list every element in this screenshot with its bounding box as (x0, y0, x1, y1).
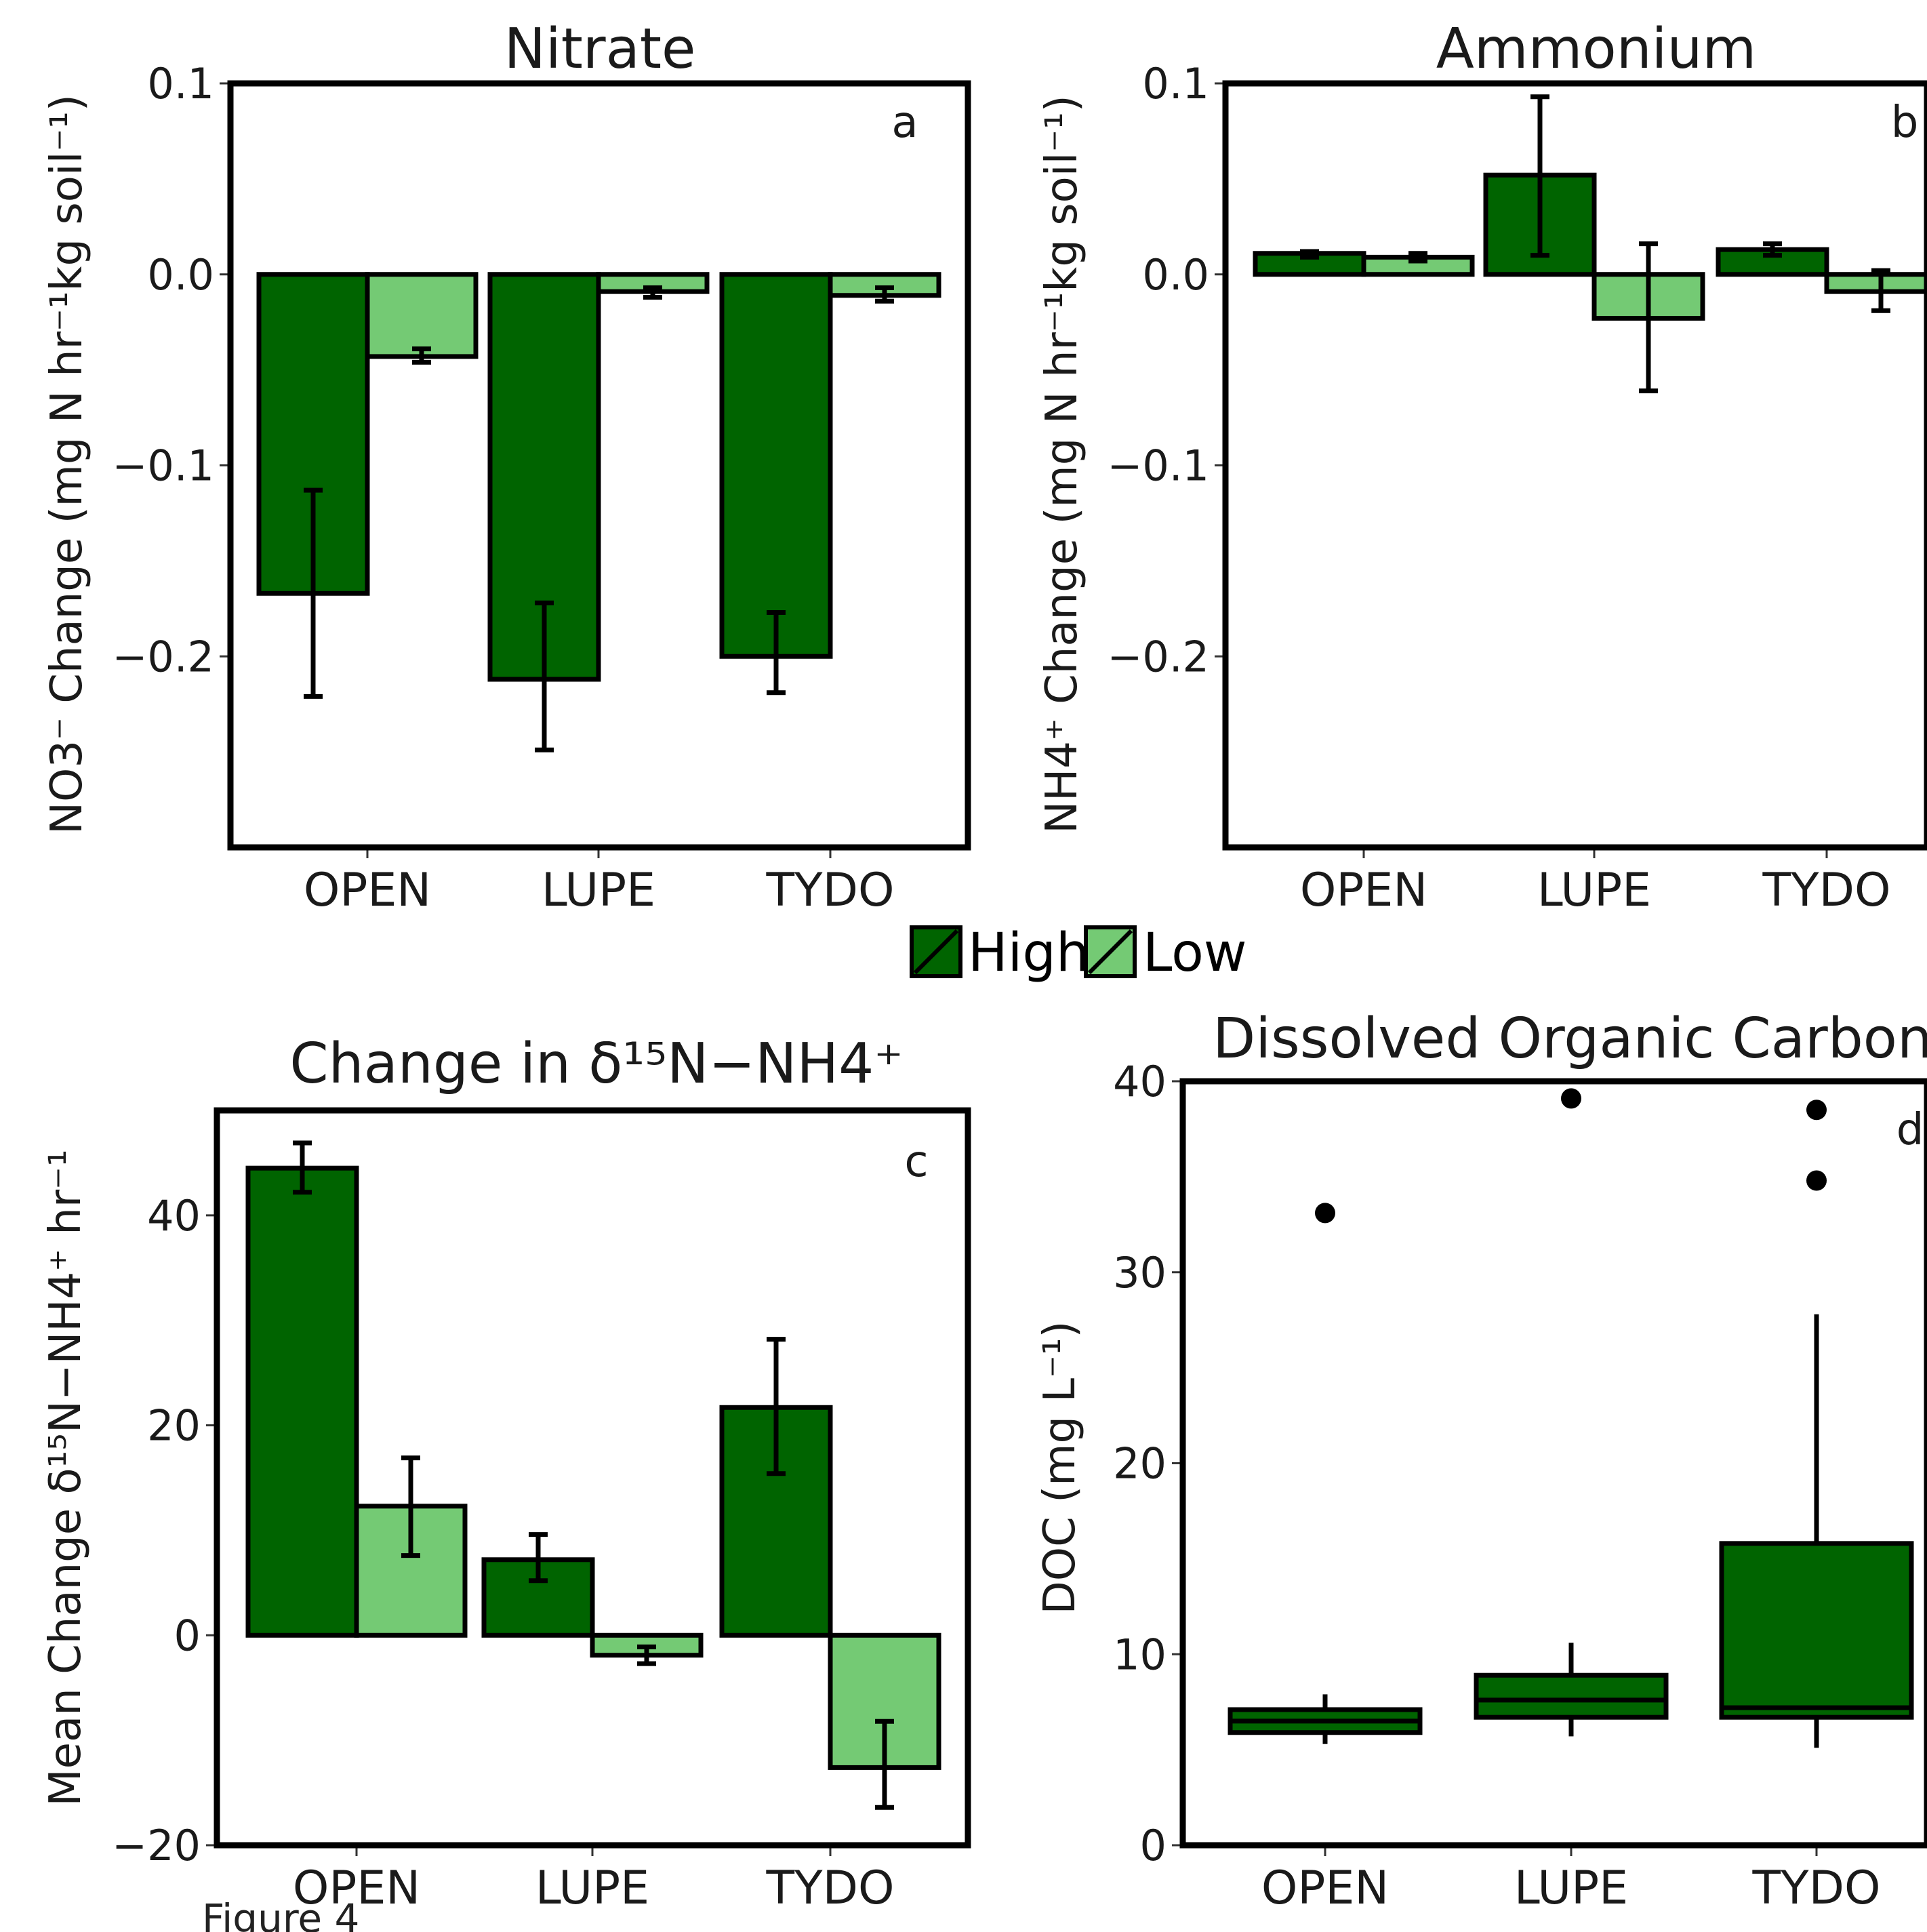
y-tick-label: 20 (1113, 1439, 1167, 1489)
x-tick-label-lupe: LUPE (535, 1861, 649, 1915)
panel-title-doc: Dissolved Organic Carbon (1213, 1007, 1927, 1071)
y-tick-label: −0.2 (1107, 632, 1209, 681)
legend-label-low: Low (1143, 923, 1247, 984)
y-tick-label: 0.0 (147, 250, 214, 300)
x-tick-label-open: OPEN (293, 1861, 420, 1915)
x-tick-label-lupe: LUPE (1537, 864, 1651, 917)
x-tick-label-open: OPEN (1300, 864, 1427, 917)
legend-swatch-low-slash (1087, 929, 1133, 975)
panel-title-delta15n: Change in δ¹⁵N−NH4⁺ (289, 1032, 903, 1096)
box-lupe (1474, 1672, 1669, 1720)
plot-frame (1179, 1078, 1927, 1849)
x-tick-label-open: OPEN (304, 864, 431, 917)
x-tick-label-tydo: TYDO (766, 864, 895, 917)
y-tick-label: 30 (1113, 1248, 1167, 1297)
y-tick-label: 10 (1113, 1630, 1167, 1679)
panel-delta15n: Change in δ¹⁵N−NH4⁺ c Mean Change δ¹⁵N−N… (41, 1032, 971, 1915)
figure-caption: Figure 4 (202, 1895, 359, 1932)
x-tick-label-tydo: TYDO (1762, 864, 1891, 917)
legend-label-high: High (968, 923, 1089, 984)
x-tick-label-lupe: LUPE (542, 864, 655, 917)
y-tick-label: 40 (1113, 1057, 1167, 1106)
y-tick-label: −0.1 (1107, 441, 1209, 491)
y-axis-label-ammonium: NH4⁺ Change (mg N hr⁻¹kg soil⁻¹) (1037, 95, 1087, 834)
plot-frame (227, 80, 971, 851)
y-tick-label: −20 (112, 1821, 201, 1870)
plot-frame (1222, 80, 1927, 851)
x-tick-label-open: OPEN (1261, 1861, 1389, 1915)
outlier-point-lupe (1561, 1088, 1581, 1109)
panel-label-a: a (891, 98, 918, 148)
x-tick-label-tydo: TYDO (766, 1861, 895, 1915)
panel-doc: Dissolved Organic Carbon d DOC (mg L⁻¹) … (1035, 1007, 1927, 1915)
x-tick-label-tydo: TYDO (1752, 1861, 1881, 1915)
y-tick-label: −0.1 (112, 441, 214, 491)
panel-nitrate: Nitrate a NO3⁻ Change (mg N hr⁻¹kg soil⁻… (42, 17, 971, 917)
box-tydo (1719, 1541, 1914, 1720)
outlier-point-tydo (1806, 1100, 1827, 1121)
bar-high-open (245, 1165, 359, 1638)
bar-low-tydo (1824, 272, 1927, 294)
bar-low-open (365, 272, 479, 359)
y-tick-label: −0.2 (112, 632, 214, 681)
y-tick-label: 0 (174, 1611, 201, 1660)
x-tick-label-lupe: LUPE (1514, 1861, 1628, 1915)
y-tick-label: 0.1 (1142, 59, 1209, 108)
panel-label-c: c (904, 1137, 928, 1187)
panel-title-ammonium: Ammonium (1436, 17, 1757, 81)
y-tick-label: 0 (1140, 1821, 1167, 1870)
legend: High Low (910, 923, 1247, 984)
panel-label-b: b (1891, 98, 1919, 148)
panel-label-d: d (1896, 1105, 1924, 1155)
panel-ammonium: Ammonium b NH4⁺ Change (mg N hr⁻¹kg soil… (1037, 17, 1927, 917)
y-tick-label: 0.0 (1142, 250, 1209, 300)
outlier-point-tydo (1806, 1170, 1827, 1191)
y-tick-label: 40 (147, 1191, 201, 1241)
bar-high-tydo (719, 272, 833, 659)
outlier-point-open (1315, 1203, 1335, 1224)
legend-swatch-high-slash (913, 929, 959, 975)
y-axis-label-doc: DOC (mg L⁻¹) (1035, 1321, 1085, 1614)
y-tick-label: 20 (147, 1401, 201, 1451)
panel-title-nitrate: Nitrate (504, 17, 696, 81)
y-axis-label-delta15n: Mean Change δ¹⁵N−NH4⁺ hr⁻¹ (41, 1149, 91, 1806)
plot-frame (214, 1107, 971, 1849)
y-tick-label: 0.1 (147, 59, 214, 108)
y-axis-label-nitrate: NO3⁻ Change (mg N hr⁻¹kg soil⁻¹) (42, 94, 92, 834)
